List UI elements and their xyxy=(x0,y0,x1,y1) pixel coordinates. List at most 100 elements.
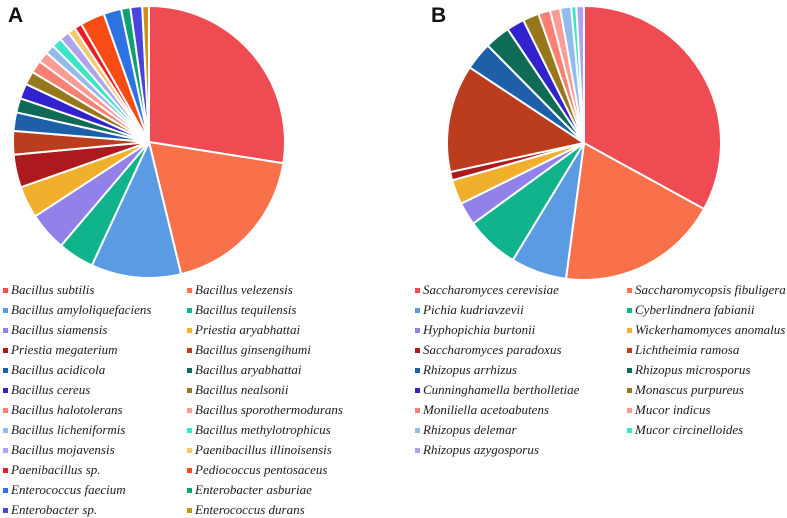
legend-marker xyxy=(3,448,8,453)
legend-label: Bacillus sporothermodurans xyxy=(195,402,343,417)
legend-marker xyxy=(3,388,8,393)
legend-label: Bacillus ginsengihumi xyxy=(195,342,311,357)
legend-label: Bacillus subtilis xyxy=(11,282,95,297)
legend-item: Bacillus cereus xyxy=(3,382,187,398)
legend-item: Paenibacillus illinoisensis xyxy=(187,442,343,458)
legend-b: Saccharomyces cerevisiae Saccharomycopsis… xyxy=(415,280,786,460)
legend-marker xyxy=(627,288,632,293)
legend-label: Mucor indicus xyxy=(635,402,711,417)
legend-marker xyxy=(3,468,8,473)
legend-label: Cunninghamella bertholletiae xyxy=(423,382,580,397)
legend-label: Rhizopus arrhizus xyxy=(423,362,518,377)
legend-item: Bacillus nealsonii xyxy=(187,382,343,398)
legend-marker xyxy=(187,388,192,393)
legend-label: Pediococcus pentosaceus xyxy=(195,462,328,477)
pie-slice xyxy=(575,5,585,144)
legend-item: Enterobacter asburiae xyxy=(187,482,343,498)
legend-marker xyxy=(187,448,192,453)
legend-item: Bacillus amyloliquefaciens xyxy=(3,302,187,318)
legend-item: Rhizopus arrhizus xyxy=(415,362,627,378)
pie-slice xyxy=(446,66,585,174)
legend-marker xyxy=(627,328,632,333)
legend-item: Bacillus acidicola xyxy=(3,362,187,378)
legend-marker xyxy=(627,388,632,393)
legend-label: Mucor circinelloides xyxy=(635,422,744,437)
legend-marker xyxy=(187,348,192,353)
legend-marker xyxy=(415,328,420,333)
legend-marker xyxy=(415,428,420,433)
legend-item: Moniliella acetoabutens xyxy=(415,402,627,418)
legend-marker xyxy=(187,488,192,493)
legend-item: Lichtheimia ramosa xyxy=(627,342,786,358)
legend-item: Bacillus methylotrophicus xyxy=(187,422,343,438)
legend-label: Rhizopus azygosporus xyxy=(423,442,539,457)
legend-item: Rhizopus delemar xyxy=(415,422,627,438)
legend-marker xyxy=(187,508,192,513)
legend-marker xyxy=(627,428,632,433)
legend-marker xyxy=(187,428,192,433)
legend-marker xyxy=(3,408,8,413)
legend-item: Bacillus tequilensis xyxy=(187,302,343,318)
legend-marker xyxy=(187,288,192,293)
legend-marker xyxy=(3,328,8,333)
legend-label: Paenibacillus illinoisensis xyxy=(195,442,332,457)
legend-label: Hyphopichia burtonii xyxy=(423,322,536,337)
legend-label: Wickerhamomyces anomalus xyxy=(635,322,786,337)
legend-marker xyxy=(415,448,420,453)
legend-label: Bacillus nealsonii xyxy=(195,382,289,397)
legend-marker xyxy=(3,508,8,513)
legend-marker xyxy=(627,348,632,353)
legend-item: Mucor indicus xyxy=(627,402,786,418)
pie-slice xyxy=(141,4,150,143)
legend-marker xyxy=(3,308,8,313)
legend-item: Enterococcus durans xyxy=(187,502,343,518)
legend-item: Bacillus aryabhattai xyxy=(187,362,343,378)
legend-label: Rhizopus delemar xyxy=(423,422,517,437)
legend-label: Bacillus mojavensis xyxy=(11,442,115,457)
legend-item: Hyphopichia burtonii xyxy=(415,322,627,338)
pie-slice xyxy=(148,141,285,276)
legend-marker xyxy=(627,408,632,413)
legend-item: Saccharomyces cerevisiae xyxy=(415,282,627,298)
pie-slice xyxy=(148,5,286,165)
legend-item: Saccharomycopsis fibuligera xyxy=(627,282,786,298)
legend-item: Bacillus velezensis xyxy=(187,282,343,298)
legend-item: Cunninghamella bertholletiae xyxy=(415,382,627,398)
legend-marker xyxy=(415,408,420,413)
legend-item: Bacillus ginsengihumi xyxy=(187,342,343,358)
legend-a: Bacillus subtilis Bacillus velezensis Baci… xyxy=(3,280,343,518)
legend-label: Bacillus tequilensis xyxy=(195,302,297,317)
legend-marker xyxy=(187,408,192,413)
legend-label: Enterococcus faecium xyxy=(11,482,126,497)
pie-slice xyxy=(564,142,706,281)
legend-item: Cyberlindnera fabianii xyxy=(627,302,786,318)
legend-label: Priestia aryabhattai xyxy=(195,322,301,337)
legend-item: Priestia megaterium xyxy=(3,342,187,358)
legend-label: Lichtheimia ramosa xyxy=(635,342,740,357)
legend-item: Bacillus licheniformis xyxy=(3,422,187,438)
legend-label: Bacillus siamensis xyxy=(11,322,108,337)
legend-item: Priestia aryabhattai xyxy=(187,322,343,338)
legend-marker xyxy=(3,288,8,293)
legend-label: Bacillus cereus xyxy=(11,382,91,397)
legend-item: Mucor circinelloides xyxy=(627,422,786,438)
legend-marker xyxy=(3,428,8,433)
legend-label: Enterococcus durans xyxy=(195,502,305,517)
legend-marker xyxy=(187,368,192,373)
legend-label: Priestia megaterium xyxy=(11,342,118,357)
legend-item: Bacillus siamensis xyxy=(3,322,187,338)
legend-marker xyxy=(415,308,420,313)
panel-label-a: A xyxy=(8,4,24,27)
legend-label: Bacillus velezensis xyxy=(195,282,293,297)
legend-item: Wickerhamomyces anomalus xyxy=(627,322,786,338)
legend-marker xyxy=(415,388,420,393)
legend-marker xyxy=(3,348,8,353)
legend-item: Bacillus subtilis xyxy=(3,282,187,298)
legend-label: Bacillus acidicola xyxy=(11,362,106,377)
legend-label: Enterobacter sp. xyxy=(11,502,98,517)
legend-item: Enterobacter sp. xyxy=(3,502,187,518)
legend-label: Bacillus aryabhattai xyxy=(195,362,302,377)
legend-item: Bacillus sporothermodurans xyxy=(187,402,343,418)
legend-label: Cyberlindnera fabianii xyxy=(635,302,755,317)
legend-marker xyxy=(3,488,8,493)
